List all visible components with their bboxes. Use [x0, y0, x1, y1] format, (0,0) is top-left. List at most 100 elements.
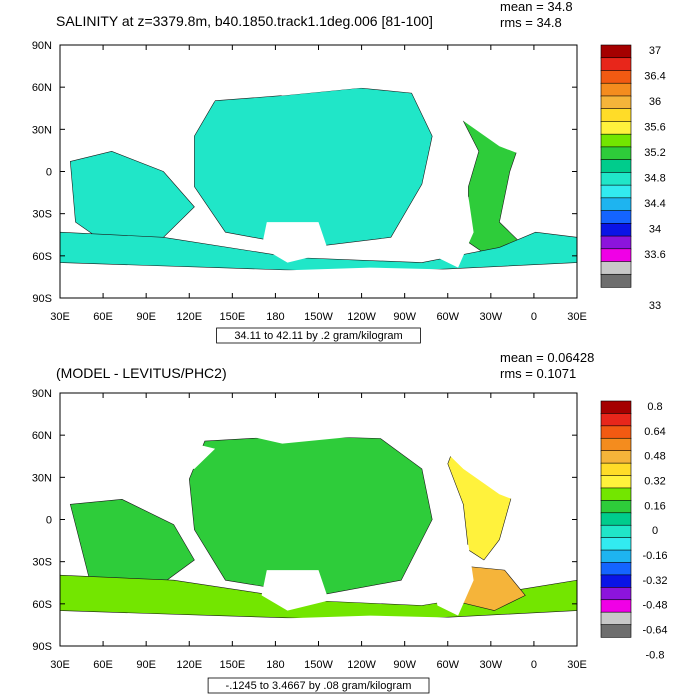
colorbar-label: 0.64	[644, 426, 665, 438]
colorbar-swatch	[600, 146, 632, 161]
colorbar-label: 36	[649, 96, 661, 108]
colorbar-label: -0.16	[642, 550, 667, 562]
x-tick-label: 120W	[347, 659, 376, 671]
stat-rms: rms = 0.1071	[500, 366, 576, 381]
colorbar-swatch	[600, 549, 632, 564]
stat-mean: mean = 0.06428	[500, 350, 594, 365]
contour-info-box	[207, 677, 430, 694]
colorbar-label: 34.4	[644, 198, 665, 210]
ocean-region-pacific	[188, 435, 433, 596]
x-tick-label: 120E	[176, 311, 202, 323]
colorbar-label: 35.6	[644, 122, 665, 134]
colorbar-label: 0.48	[644, 451, 665, 463]
x-tick-label: 30W	[480, 311, 503, 323]
colorbar-swatch	[600, 235, 632, 250]
chart-title: SALINITY at z=3379.8m, b40.1850.track1.1…	[56, 13, 433, 29]
land-mask	[60, 265, 577, 298]
colorbar-swatch	[600, 223, 632, 237]
x-tick-label: 90W	[393, 659, 416, 671]
colorbar-swatch	[600, 425, 632, 439]
ocean-region-indian	[69, 150, 195, 248]
colorbar-swatch	[600, 587, 632, 601]
land-mask	[432, 544, 474, 616]
stat-mean: mean = 34.8	[500, 0, 573, 14]
colorbar-label: -0.8	[646, 649, 665, 661]
colorbar-label: -0.64	[642, 625, 667, 637]
land-mask	[122, 438, 216, 469]
colorbar-label: 33	[649, 300, 661, 312]
x-tick-label: 30W	[480, 659, 503, 671]
colorbar-swatch	[600, 500, 632, 514]
colorbar-swatch	[600, 512, 632, 526]
land-mask	[520, 499, 567, 560]
colorbar-swatch	[600, 400, 632, 415]
x-tick-label: 30E	[567, 659, 587, 671]
x-tick-label: 90E	[136, 311, 156, 323]
colorbar-swatch	[600, 133, 632, 148]
colorbar-label: -0.48	[642, 600, 667, 612]
x-tick-label: 0	[531, 311, 537, 323]
x-tick-label: 90E	[136, 659, 156, 671]
colorbar-swatch	[600, 197, 632, 212]
land-mask	[60, 613, 577, 646]
x-tick-label: 180	[266, 311, 284, 323]
colorbar-swatch	[600, 450, 632, 464]
colorbar-label: 0.8	[647, 401, 662, 413]
colorbar-label: 33.6	[644, 249, 665, 261]
panel-1: 30E 60E 90E 120E 150E 180 150W 120W 90W 60W 30W 0 30…	[32, 0, 666, 344]
colorbar-swatch	[600, 574, 632, 589]
x-tick-label: 150W	[304, 311, 333, 323]
x-tick-label: 150E	[219, 311, 245, 323]
colorbar-swatch	[600, 95, 632, 110]
colorbar-swatch	[600, 210, 632, 225]
land-mask	[122, 90, 216, 121]
colorbar-label: 0.16	[644, 500, 665, 512]
x-tick-label: 60W	[436, 659, 459, 671]
x-tick-label: 150W	[304, 659, 333, 671]
x-tick-label: 150E	[219, 659, 245, 671]
contour-info: -.1245 to 3.4667 by .08 gram/kilogram	[226, 680, 412, 692]
x-tick-label: 120W	[347, 311, 376, 323]
x-tick-label: 0	[531, 659, 537, 671]
colorbar-swatch	[600, 184, 632, 199]
colorbar-swatch	[600, 121, 632, 135]
x-tick-label: 90W	[393, 311, 416, 323]
y-tick-label: 90S	[32, 293, 52, 305]
colorbar-label: 0	[652, 525, 658, 537]
colorbar-label: 37	[649, 45, 661, 57]
land-mask	[432, 196, 474, 268]
land-mask	[60, 45, 577, 157]
land-mask	[261, 570, 329, 611]
x-tick-label: 180	[266, 659, 284, 671]
colorbar-label: 0.32	[644, 476, 665, 488]
x-tick-label: 30E	[50, 311, 70, 323]
colorbar-swatch	[600, 172, 632, 186]
land-mask	[261, 222, 329, 263]
land-mask	[520, 151, 567, 212]
colorbar-label: 36.4	[644, 71, 665, 83]
colorbar-swatch	[600, 70, 632, 84]
colorbar-swatch	[600, 57, 632, 72]
x-tick-label: 60W	[436, 311, 459, 323]
colorbar-swatch	[600, 248, 632, 263]
x-tick-label: 120E	[176, 659, 202, 671]
x-tick-label: 30E	[567, 311, 587, 323]
y-tick-label: 60S	[32, 599, 52, 611]
x-tick-label: 60E	[93, 311, 113, 323]
colorbar-swatch	[600, 475, 632, 489]
land-mask	[60, 393, 577, 505]
chart-title: (MODEL - LEVITUS/PHC2)	[56, 365, 227, 381]
colorbar-swatch	[600, 413, 632, 427]
x-tick-label: 60E	[93, 659, 113, 671]
y-tick-label: 90N	[32, 40, 52, 52]
colorbar-swatch	[600, 562, 632, 576]
y-tick-label: 90S	[32, 641, 52, 653]
colorbar-swatch	[600, 611, 632, 626]
y-tick-label: 30S	[32, 557, 52, 569]
y-tick-label: 0	[46, 515, 52, 527]
colorbar-label: 35.2	[644, 147, 665, 159]
colorbar-swatch	[600, 599, 632, 613]
x-tick-label: 30E	[50, 659, 70, 671]
colorbar-swatch	[600, 44, 632, 59]
